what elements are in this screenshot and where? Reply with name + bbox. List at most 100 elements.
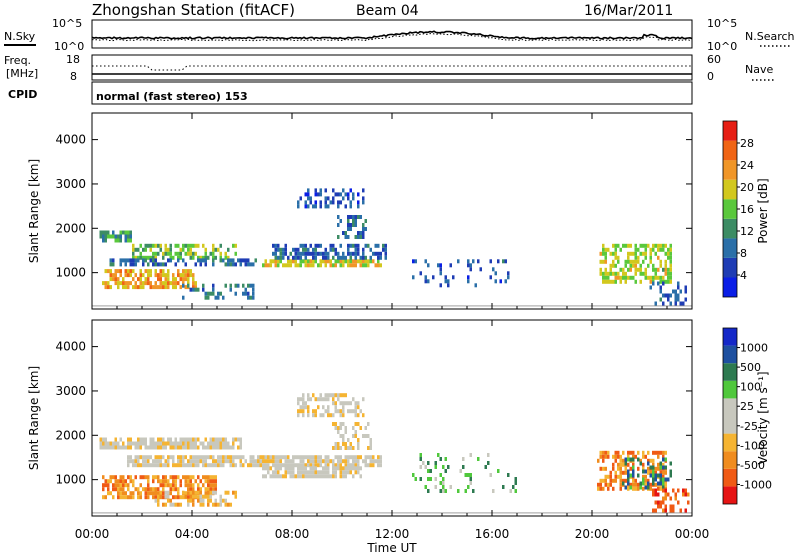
- heatmap-cell: [149, 491, 152, 496]
- heatmap-cell: [127, 459, 130, 464]
- heatmap-cell: [129, 445, 132, 450]
- heatmap-cell: [367, 259, 370, 264]
- heatmap-cell: [159, 494, 162, 499]
- heatmap-cell: [604, 271, 607, 276]
- heatmap-cell: [302, 409, 305, 414]
- heatmap-cell: [327, 196, 330, 201]
- heatmap-cell: [674, 289, 677, 294]
- heatmap-cell: [207, 291, 210, 296]
- heatmap-cell: [169, 491, 172, 496]
- heatmap-cell: [139, 269, 142, 274]
- heatmap-cell: [152, 251, 155, 256]
- heatmap-cell: [139, 445, 142, 450]
- heatmap-cell: [279, 255, 282, 260]
- heatmap-cell: [184, 277, 187, 282]
- heatmap-cell: [634, 454, 637, 459]
- heatmap-cell: [327, 459, 330, 464]
- heatmap-cell: [319, 413, 322, 418]
- heatmap-cell: [292, 455, 295, 460]
- heatmap-cell: [174, 445, 177, 450]
- heatmap-cell: [342, 474, 345, 479]
- heatmap-cell: [209, 479, 212, 484]
- heatmap-cell: [669, 267, 672, 272]
- heatmap-cell: [184, 441, 187, 446]
- heatmap-cell: [464, 489, 467, 493]
- heatmap-cell: [239, 463, 242, 468]
- heatmap-cell: [127, 281, 130, 286]
- heatmap-cell: [219, 437, 222, 442]
- heatmap-cell: [147, 262, 150, 267]
- heatmap-cell: [264, 259, 267, 264]
- heatmap-cell: [669, 247, 672, 252]
- heatmap-cell: [284, 455, 287, 460]
- nsky-trace: [91, 30, 693, 40]
- heatmap-cell: [624, 485, 627, 490]
- heatmap-cell: [232, 441, 235, 446]
- heatmap-cell: [172, 273, 175, 278]
- heatmap-cell: [354, 219, 357, 223]
- heatmap-cell: [154, 459, 157, 464]
- heatmap-cell: [342, 255, 345, 260]
- heatmap-cell: [154, 495, 157, 500]
- heatmap-cell: [319, 259, 322, 264]
- heatmap-cell: [337, 455, 340, 460]
- heatmap-cell: [119, 281, 122, 286]
- heatmap-cell: [354, 434, 357, 438]
- heatmap-cell: [342, 442, 345, 446]
- heatmap-cell: [477, 259, 480, 264]
- heatmap-cell: [429, 477, 432, 481]
- heatmap-cell: [212, 455, 215, 460]
- heatmap-cell: [324, 466, 327, 471]
- heatmap-cell: [342, 259, 345, 264]
- heatmap-cell: [112, 483, 115, 488]
- heatmap-cell: [659, 450, 662, 455]
- noise-right-tick-top: 10^5: [707, 17, 737, 30]
- heatmap-cell: [162, 251, 165, 256]
- heatmap-cell: [277, 259, 280, 264]
- heatmap-cell: [307, 397, 310, 402]
- heatmap-cell: [352, 434, 355, 438]
- heatmap-cell: [119, 479, 122, 484]
- heatmap-cell: [439, 489, 442, 493]
- velocity-heatmap: [92, 393, 692, 514]
- heatmap-cell: [614, 450, 617, 455]
- heatmap-cell: [147, 487, 150, 492]
- heatmap-cell: [607, 247, 610, 252]
- heatmap-cell: [182, 281, 185, 286]
- heatmap-cell: [334, 455, 337, 460]
- heatmap-cell: [192, 255, 195, 260]
- heatmap-cell: [152, 495, 155, 500]
- heatmap-cell: [127, 463, 130, 468]
- heatmap-cell: [127, 234, 130, 239]
- heatmap-cell: [307, 247, 310, 252]
- heatmap-cell: [467, 275, 470, 280]
- heatmap-cell: [134, 441, 137, 446]
- power-ylabel: Slant Range [km]: [27, 159, 41, 263]
- heatmap-cell: [284, 463, 287, 468]
- heatmap-cell: [162, 281, 165, 286]
- heatmap-cell: [219, 243, 222, 248]
- heatmap-cell: [167, 455, 170, 460]
- heatmap-cell: [427, 477, 430, 481]
- heatmap-cell: [172, 285, 175, 290]
- nsky-label: N.Sky: [4, 30, 36, 43]
- heatmap-cell: [659, 477, 662, 482]
- heatmap-cell: [249, 459, 252, 464]
- heatmap-cell: [297, 409, 300, 414]
- heatmap-cell: [132, 277, 135, 282]
- heatmap-cell: [249, 295, 252, 300]
- heatmap-cell: [312, 463, 315, 468]
- heatmap-cell: [124, 491, 127, 496]
- heatmap-cell: [319, 397, 322, 402]
- heatmap-cell: [194, 490, 197, 495]
- heatmap-cell: [117, 234, 120, 239]
- heatmap-cell: [337, 259, 340, 264]
- heatmap-cell: [289, 463, 292, 468]
- heatmap-cell: [224, 251, 227, 256]
- heatmap-cell: [207, 463, 210, 468]
- heatmap-cell: [377, 459, 380, 464]
- heatmap-cell: [159, 285, 162, 290]
- heatmap-cell: [167, 251, 170, 256]
- heatmap-cell: [104, 441, 107, 446]
- heatmap-cell: [607, 275, 610, 280]
